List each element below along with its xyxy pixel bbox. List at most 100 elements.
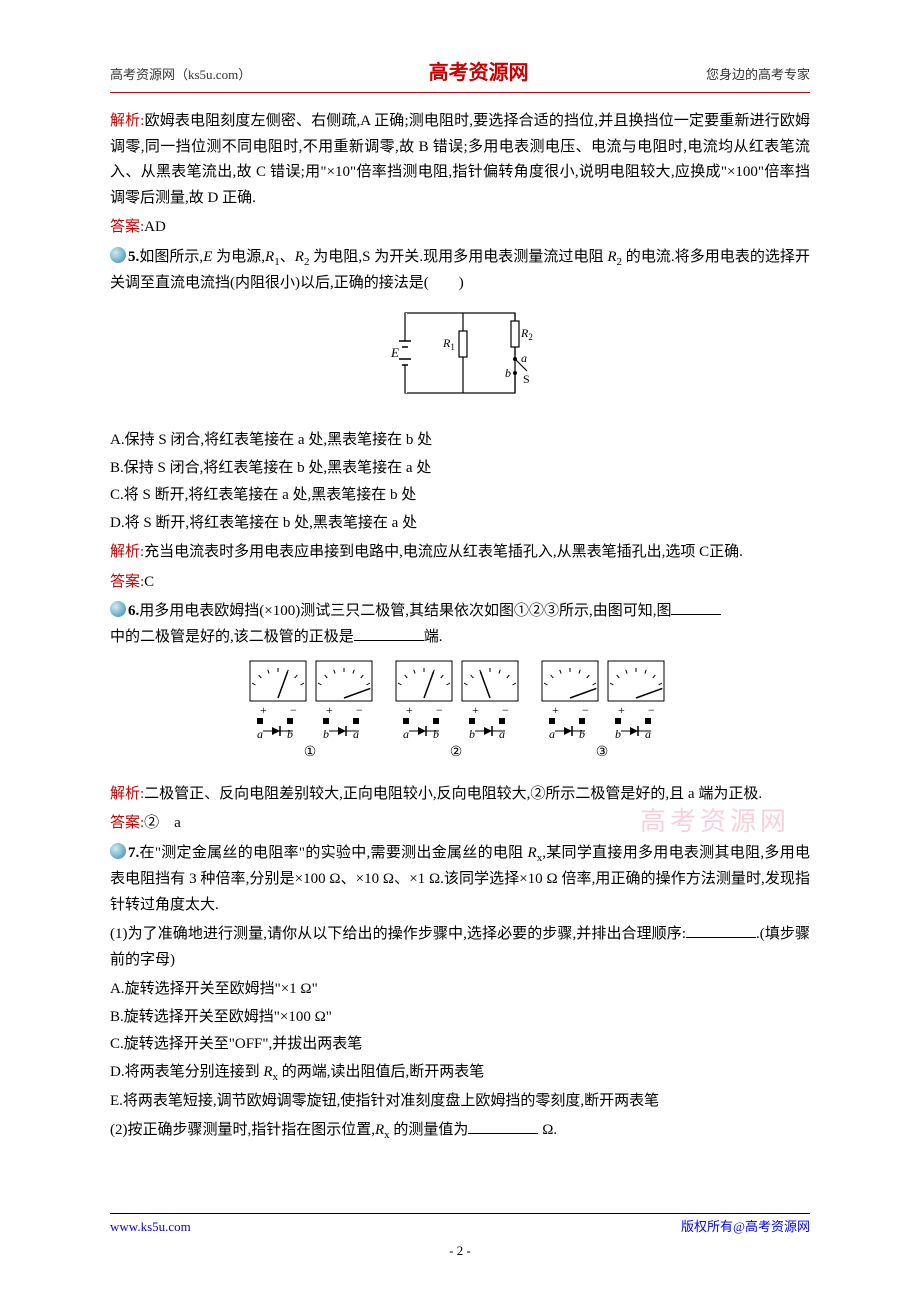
svg-text:−: − (502, 703, 509, 717)
circuit-b-label: b (505, 366, 511, 380)
svg-text:b: b (615, 727, 621, 741)
q5-E: E (203, 249, 212, 265)
q5-sep: 、 (280, 249, 295, 265)
q5-R1: R (265, 249, 274, 265)
q6-jiexi: 解析:二极管正、反向电阻差别较大,正向电阻较小,反向电阻较大,②所示二极管是好的… (110, 782, 810, 808)
jiexi-label: 解析: (110, 113, 144, 129)
bullet-icon (110, 247, 126, 263)
q7-choice-E: E.将两表笔短接,调节欧姆调零旋钮,使指针对准刻度盘上欧姆挡的零刻度,断开两表笔 (110, 1089, 810, 1115)
meters-svg: + − a b + − b a ① + − a b + − b a ② + − a b + − b a ③ (240, 656, 680, 766)
footer-left-url: www.ks5u.com (110, 1216, 191, 1238)
q7-choice-C: C.旋转选择开关至"OFF",并拔出两表笔 (110, 1032, 810, 1058)
circuit-svg: E R1 R2 a b S (385, 303, 535, 413)
daan-label: 答案: (110, 574, 144, 590)
circuit-a-label: a (521, 351, 527, 365)
bullet-icon (110, 843, 126, 859)
circuit-R2-label: R2 (520, 326, 533, 342)
q5-stem-a: 如图所示, (139, 249, 203, 265)
q7-part1: (1)为了准确地进行测量,请你从以下给出的操作步骤中,选择必要的步骤,并排出合理… (110, 922, 810, 973)
q5-circuit-figure: E R1 R2 a b S (110, 303, 810, 423)
svg-text:a: a (499, 727, 505, 741)
svg-text:a: a (257, 727, 263, 741)
q5-daan-text: C (144, 574, 154, 590)
q5-R2: R (295, 249, 304, 265)
block1-jiexi-text: 欧姆表电阻刻度左侧密、右侧疏,A 正确;测电阻时,要选择合适的挡位,并且换挡位一… (110, 113, 810, 206)
q6-stem: 6.用多用电表欧姆挡(×100)测试三只二极管,其结果依次如图①②③所示,由图可… (110, 599, 810, 650)
jiexi-label: 解析: (110, 544, 144, 560)
circuit-E-label: E (390, 345, 399, 360)
q7-part2-b: 的测量值为 (390, 1122, 469, 1138)
header-right: 您身边的高考专家 (706, 64, 810, 86)
svg-text:③: ③ (596, 745, 609, 760)
q7-part1-a: (1)为了准确地进行测量,请你从以下给出的操作步骤中,选择必要的步骤,并排出合理… (110, 926, 686, 942)
q7-stem: 7.在"测定金属丝的电阻率"的实验中,需要测出金属丝的电阻 Rx,某同学直接用多… (110, 841, 810, 919)
q7-part2: (2)按正确步骤测量时,指针指在图示位置,Rx 的测量值为 Ω. (110, 1118, 810, 1145)
svg-text:−: − (582, 703, 589, 717)
q5-jiexi-text: 充当电流表时多用电表应串接到电路中,电流应从红表笔插孔入,从黑表笔插孔出,选项 … (144, 544, 743, 560)
q7-Rx: R (528, 845, 537, 861)
svg-text:a: a (549, 727, 555, 741)
q6-jiexi-text: 二极管正、反向电阻差别较大,正向电阻较小,反向电阻较大,②所示二极管是好的,且 … (144, 786, 762, 802)
q5-choice-C: C.将 S 断开,将红表笔接在 a 处,黑表笔接在 b 处 (110, 483, 810, 509)
q6-daan: 答案:② a (110, 811, 810, 837)
svg-text:+: + (552, 703, 559, 717)
svg-text:+: + (260, 703, 267, 717)
jiexi-label: 解析: (110, 786, 144, 802)
q7-choice-A: A.旋转选择开关至欧姆挡"×1 Ω" (110, 977, 810, 1003)
q5-stem: 5.如图所示,E 为电源,R1、R2 为电阻,S 为开关.现用多用电表测量流过电… (110, 245, 810, 297)
q7-stem-a: 在"测定金属丝的电阻率"的实验中,需要测出金属丝的电阻 (139, 845, 527, 861)
block1-daan-text: AD (144, 219, 166, 235)
svg-text:a: a (353, 727, 359, 741)
svg-text:①: ① (304, 745, 317, 760)
footer-right-copyright: 版权所有@高考资源网 (681, 1216, 810, 1238)
q6-stem-b: 中的二极管是好的,该二极管的正极是 (110, 629, 354, 645)
circuit-R1-label: R1 (442, 336, 455, 352)
svg-text:−: − (436, 703, 443, 717)
q5-jiexi: 解析:充当电流表时多用电表应串接到电路中,电流应从红表笔插孔入,从黑表笔插孔出,… (110, 540, 810, 566)
q5-choice-A: A.保持 S 闭合,将红表笔接在 a 处,黑表笔接在 b 处 (110, 428, 810, 454)
q7-choice-D: D.将两表笔分别连接到 Rx 的两端,读出阻值后,断开两表笔 (110, 1060, 810, 1087)
bottom-divider (110, 1213, 810, 1214)
bullet-icon (110, 601, 126, 617)
svg-text:+: + (406, 703, 413, 717)
svg-text:+: + (326, 703, 333, 717)
header-left: 高考资源网（ks5u.com） (110, 64, 251, 86)
q7-number: 7. (128, 845, 139, 861)
svg-text:b: b (323, 727, 329, 741)
svg-text:b: b (433, 727, 439, 741)
block1-jiexi: 解析:欧姆表电阻刻度左侧密、右侧疏,A 正确;测电阻时,要选择合适的挡位,并且换… (110, 109, 810, 211)
header-center-logo: 高考资源网 (429, 56, 529, 90)
q7-part2-c: Ω. (538, 1122, 557, 1138)
q7-part2-a: (2)按正确步骤测量时,指针指在图示位置, (110, 1122, 375, 1138)
svg-text:b: b (469, 727, 475, 741)
svg-text:a: a (403, 727, 409, 741)
q6-stem-c: 端. (424, 629, 443, 645)
svg-text:a: a (645, 727, 651, 741)
svg-text:②: ② (450, 745, 463, 760)
q5-choice-D: D.将 S 断开,将红表笔接在 b 处,黑表笔接在 a 处 (110, 511, 810, 537)
daan-label: 答案: (110, 815, 144, 831)
q5-choice-B: B.保持 S 闭合,将红表笔接在 b 处,黑表笔接在 a 处 (110, 456, 810, 482)
q7-choice-B: B.旋转选择开关至欧姆挡"×100 Ω" (110, 1005, 810, 1031)
q6-number: 6. (128, 603, 139, 619)
svg-text:b: b (287, 727, 293, 741)
footer-page-number: - 2 - (110, 1240, 810, 1262)
top-divider (110, 92, 810, 93)
circuit-S-label: S (523, 372, 530, 386)
q5-R2b: R (607, 249, 616, 265)
q6-meters-figure: + − a b + − b a ① + − a b + − b a ② + − a b + − b a ③ (110, 656, 810, 776)
q6-daan-text: ② a (144, 815, 181, 831)
q5-stem-c: 为电阻,S 为开关.现用多用电表测量流过电阻 (309, 249, 607, 265)
svg-text:b: b (579, 727, 585, 741)
block1-daan: 答案:AD (110, 215, 810, 241)
svg-text:−: − (356, 703, 363, 717)
q6-stem-a: 用多用电表欧姆挡(×100)测试三只二极管,其结果依次如图①②③所示,由图可知,… (139, 603, 671, 619)
daan-label: 答案: (110, 219, 144, 235)
q5-number: 5. (128, 249, 139, 265)
svg-text:+: + (618, 703, 625, 717)
q5-daan: 答案:C (110, 570, 810, 596)
svg-text:+: + (472, 703, 479, 717)
svg-text:−: − (290, 703, 297, 717)
svg-text:−: − (648, 703, 655, 717)
q5-stem-b: 为电源, (212, 249, 265, 265)
